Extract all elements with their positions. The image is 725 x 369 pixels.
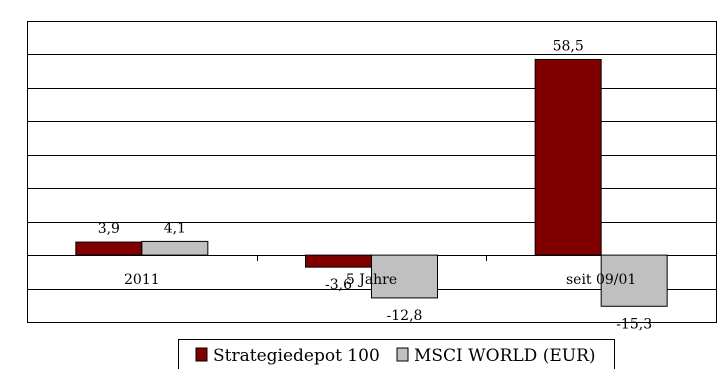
legend-swatch-msci-world [396, 347, 409, 362]
legend-label-strategiedepot: Strategiedepot 100 [213, 346, 380, 366]
bar-msci-world [141, 240, 209, 256]
category-labels: 2011 5 Jahre seit 09/01 [124, 272, 636, 288]
data-label: -3,6 [325, 277, 352, 293]
legend-swatch-strategiedepot [195, 347, 208, 362]
legend: Strategiedepot 100 MSCI WORLD (EUR) [178, 339, 615, 369]
bar-strategiedepot [305, 254, 372, 268]
bars [75, 58, 668, 307]
data-label: 58,5 [553, 38, 584, 54]
bar-msci-world [371, 254, 438, 299]
category-label: seit 09/01 [566, 272, 636, 288]
plot-area-frame [27, 21, 717, 323]
bar-strategiedepot [75, 241, 143, 256]
data-label: -12,8 [387, 308, 423, 324]
category-label: 5 Jahre [346, 272, 397, 288]
data-label: 4,1 [164, 220, 186, 236]
category-label: 2011 [124, 272, 160, 288]
legend-label-msci-world: MSCI WORLD (EUR) [414, 346, 596, 366]
bar-strategiedepot [534, 58, 602, 256]
data-labels: 3,9 -3,6 58,5 4,1 -12,8 -15,3 [98, 38, 652, 332]
data-label: 3,9 [98, 221, 120, 237]
data-label: -15,3 [616, 316, 652, 332]
bar-msci-world [600, 254, 668, 307]
